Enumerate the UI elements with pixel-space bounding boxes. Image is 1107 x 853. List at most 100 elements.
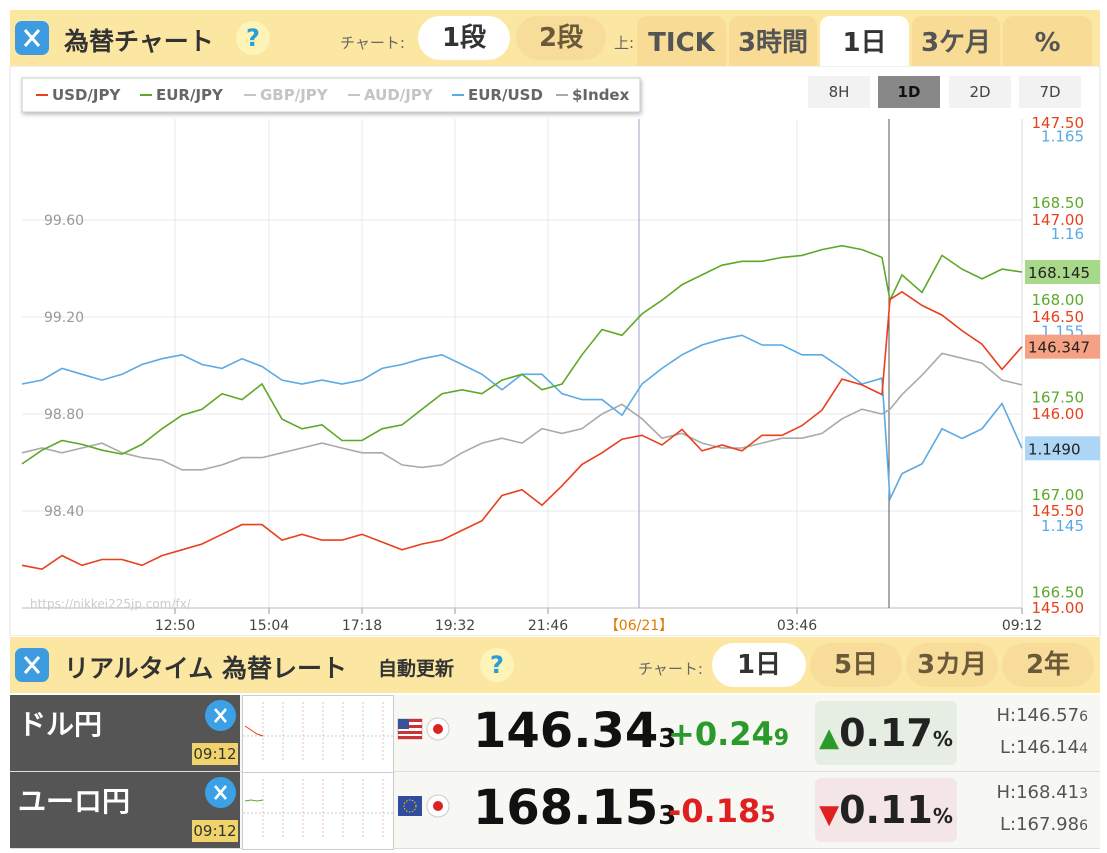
series-line (21, 352, 1023, 471)
series-line (21, 290, 1023, 571)
period-button[interactable]: 3カ月 (906, 643, 998, 687)
last-value-box (1025, 334, 1100, 359)
x-tick-label: 17:18 (342, 618, 382, 634)
period-tab[interactable]: % (1003, 16, 1092, 66)
pair-name: ドル円 (18, 708, 103, 741)
low-last-digit: 6 (1079, 818, 1088, 834)
layout-button[interactable]: 1段 (418, 16, 510, 60)
change-last-digit: 5 (760, 803, 776, 828)
change-main: +0.24 (668, 715, 774, 753)
range-button[interactable]: 1D (878, 76, 940, 108)
pair-cell: ドル円 09:12 (10, 695, 240, 771)
high-main: H:168.41 (996, 782, 1080, 803)
y-tick-label: 166.50 (1032, 583, 1085, 601)
percent-value: 0.17 (839, 711, 933, 755)
y-tick-label: 168.00 (1032, 291, 1085, 309)
low-price: L:146.144 (1000, 737, 1088, 758)
y-tick-label: 145.50 (1032, 502, 1085, 520)
last-value-box (1025, 260, 1100, 285)
mini-chart (242, 772, 394, 850)
y-tick-label: 1.165 (1041, 128, 1084, 146)
series-line (21, 334, 1023, 503)
y-tick-label: 167.50 (1032, 389, 1085, 407)
price-main: 168.15 (473, 780, 659, 836)
last-value-label: 1.1490 (1028, 440, 1081, 458)
y-tick-label: 1.145 (1041, 517, 1084, 535)
percent-unit: % (932, 804, 953, 828)
icon (243, 779, 393, 839)
period-button[interactable]: 2年 (1002, 643, 1094, 687)
mini-chart (242, 695, 394, 773)
price: 168.153 (473, 780, 676, 836)
chart-label: チャート: (638, 660, 703, 678)
range-button[interactable]: 2D (949, 76, 1011, 108)
x-logo (23, 29, 41, 47)
percent-unit: % (932, 727, 953, 751)
icon (214, 708, 227, 723)
price-last-digit: 3 (658, 724, 677, 754)
period-button[interactable]: 1日 (712, 643, 806, 687)
x-share-icon[interactable] (205, 777, 236, 808)
x-share-icon[interactable] (15, 21, 49, 55)
chart: 98.40 98.80 99.20 99.60 12:50 15:04 17:18 19:32… (9, 65, 1101, 636)
x-tick-label: 15:04 (249, 618, 289, 634)
icon (397, 717, 450, 741)
percent-arrow: ▼ (819, 800, 840, 830)
position-label: 上: (614, 34, 635, 52)
change-main: -0.18 (668, 792, 761, 830)
legend-label: EUR/USD (468, 86, 543, 104)
legend-label: $Index (572, 86, 630, 104)
header-title: 為替チャート (64, 27, 214, 56)
auto-update-label: 自動更新 (378, 658, 455, 680)
x-tick-label: 19:32 (435, 618, 475, 634)
high-price: H:168.413 (996, 782, 1088, 803)
x-logo (23, 656, 41, 674)
period-tab[interactable]: 3ケ月 (912, 16, 1000, 66)
change-last-digit: 9 (773, 726, 790, 751)
x-tick-label: 12:50 (155, 618, 195, 634)
layout-button[interactable]: 2段 (516, 16, 606, 60)
high-last-digit: 3 (1079, 786, 1088, 802)
change: -0.185 (668, 792, 776, 830)
x-tick-label: 09:12 (1002, 618, 1042, 634)
y-tick-label: 98.80 (44, 407, 84, 423)
update-time: 09:12 (192, 820, 238, 842)
range-button[interactable]: 8H (808, 76, 870, 108)
y-tick-label: 146.50 (1032, 308, 1085, 326)
y-tick-label: 1.16 (1051, 225, 1084, 243)
period-tab[interactable]: 3時間 (729, 16, 817, 66)
high-last-digit: 6 (1079, 709, 1088, 725)
period-button[interactable]: 5日 (810, 643, 902, 687)
y-tick-label: 99.20 (44, 310, 84, 326)
y-tick-label: 147.00 (1032, 211, 1085, 229)
period-tab[interactable]: TICK (637, 16, 726, 66)
period-tab[interactable]: 1日 (820, 16, 909, 66)
help-button[interactable]: ? (480, 648, 514, 682)
icon (398, 794, 450, 818)
x-share-icon[interactable] (15, 648, 49, 682)
x-tick-label: 21:46 (528, 618, 568, 634)
low-main: L:146.14 (1000, 737, 1080, 758)
last-value-box (1025, 436, 1100, 461)
legend-label: AUD/JPY (364, 86, 434, 104)
y-tick-label: 145.00 (1032, 599, 1085, 617)
percent-value: 0.11 (839, 788, 933, 832)
y-tick-label: 146.00 (1032, 405, 1085, 423)
chart-label: チャート: (340, 34, 405, 52)
icon (243, 702, 393, 762)
y-tick-label: 168.50 (1032, 194, 1085, 212)
help-button[interactable]: ? (236, 21, 270, 55)
percent-arrow: ▲ (819, 723, 840, 753)
y-tick-label: 98.40 (44, 504, 84, 520)
range-button[interactable]: 7D (1019, 76, 1081, 108)
pair-cell: ユーロ円 09:12 (10, 772, 240, 848)
last-value-label: 146.347 (1028, 339, 1090, 357)
x-share-icon[interactable] (205, 700, 236, 731)
series-line (21, 244, 1023, 465)
update-time: 09:12 (192, 743, 238, 765)
rates-title: リアルタイム 為替レート (64, 654, 347, 683)
legend-label: EUR/JPY (156, 86, 224, 104)
percent-box: ▼0.11% (815, 778, 957, 842)
icon (214, 785, 227, 800)
